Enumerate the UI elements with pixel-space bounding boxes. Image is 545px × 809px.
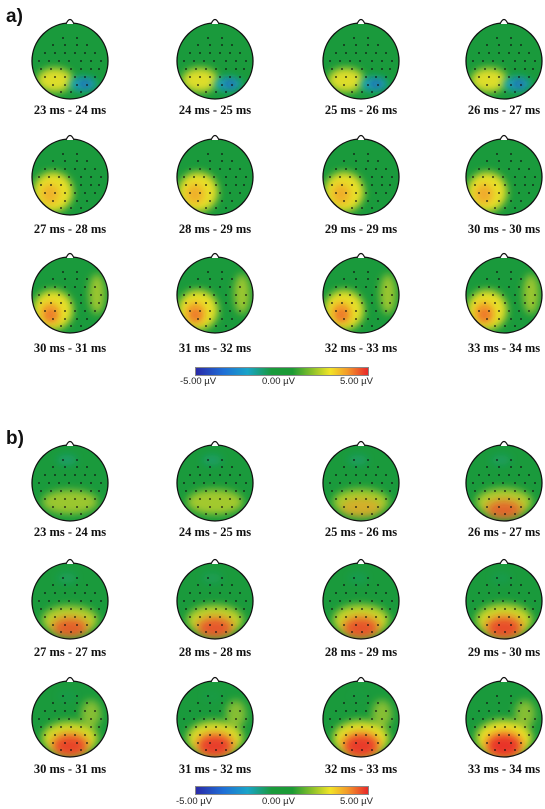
time-window-label: 26 ms - 27 ms <box>467 525 541 539</box>
topomap-a-6 <box>170 128 260 218</box>
topomap-b-12 <box>459 670 545 760</box>
colorbar-a-min: -5.00 µV <box>180 376 217 387</box>
topomap-b-10 <box>170 670 260 760</box>
panel-label-a: a) <box>6 6 23 27</box>
panel-label-b: b) <box>6 428 24 449</box>
topomap-b-8 <box>459 552 545 642</box>
time-window-label: 25 ms - 26 ms <box>324 103 398 117</box>
topomap-a-2 <box>170 12 260 102</box>
time-window-label: 28 ms - 29 ms <box>178 222 252 236</box>
time-window-label: 33 ms - 34 ms <box>467 341 541 355</box>
time-window-label: 30 ms - 31 ms <box>33 762 107 776</box>
time-window-label: 27 ms - 27 ms <box>33 645 107 659</box>
colorbar-b-min: -5.00 µV <box>176 796 213 807</box>
topomap-b-5 <box>25 552 115 642</box>
colorbar-b-max: 5.00 µV <box>340 796 373 807</box>
time-window-label: 24 ms - 25 ms <box>178 525 252 539</box>
topomap-b-11 <box>316 670 406 760</box>
time-window-label: 28 ms - 28 ms <box>178 645 252 659</box>
time-window-label: 27 ms - 28 ms <box>33 222 107 236</box>
time-window-label: 29 ms - 30 ms <box>467 645 541 659</box>
topomap-a-8 <box>459 128 545 218</box>
time-window-label: 24 ms - 25 ms <box>178 103 252 117</box>
time-window-label: 29 ms - 29 ms <box>324 222 398 236</box>
topomap-a-7 <box>316 128 406 218</box>
topomap-a-11 <box>316 246 406 336</box>
time-window-label: 31 ms - 32 ms <box>178 341 252 355</box>
time-window-label: 26 ms - 27 ms <box>467 103 541 117</box>
time-window-label: 32 ms - 33 ms <box>324 762 398 776</box>
time-window-label: 23 ms - 24 ms <box>33 103 107 117</box>
topomap-a-5 <box>25 128 115 218</box>
time-window-label: 31 ms - 32 ms <box>178 762 252 776</box>
colorbar-b <box>195 786 369 795</box>
colorbar-a-mid: 0.00 µV <box>262 376 295 387</box>
topomap-b-3 <box>316 434 406 524</box>
colorbar-b-mid: 0.00 µV <box>262 796 295 807</box>
time-window-label: 25 ms - 26 ms <box>324 525 398 539</box>
topomap-a-9 <box>25 246 115 336</box>
topomap-a-12 <box>459 246 545 336</box>
topomap-b-2 <box>170 434 260 524</box>
topomap-a-3 <box>316 12 406 102</box>
colorbar-a-max: 5.00 µV <box>340 376 373 387</box>
topomap-b-9 <box>25 670 115 760</box>
topomap-a-1 <box>25 12 115 102</box>
topomap-b-7 <box>316 552 406 642</box>
time-window-label: 32 ms - 33 ms <box>324 341 398 355</box>
time-window-label: 28 ms - 29 ms <box>324 645 398 659</box>
colorbar-a <box>195 367 369 376</box>
topomap-a-10 <box>170 246 260 336</box>
time-window-label: 30 ms - 31 ms <box>33 341 107 355</box>
topomap-b-6 <box>170 552 260 642</box>
topomap-a-4 <box>459 12 545 102</box>
topomap-b-4 <box>459 434 545 524</box>
time-window-label: 23 ms - 24 ms <box>33 525 107 539</box>
time-window-label: 30 ms - 30 ms <box>467 222 541 236</box>
time-window-label: 33 ms - 34 ms <box>467 762 541 776</box>
topomap-b-1 <box>25 434 115 524</box>
